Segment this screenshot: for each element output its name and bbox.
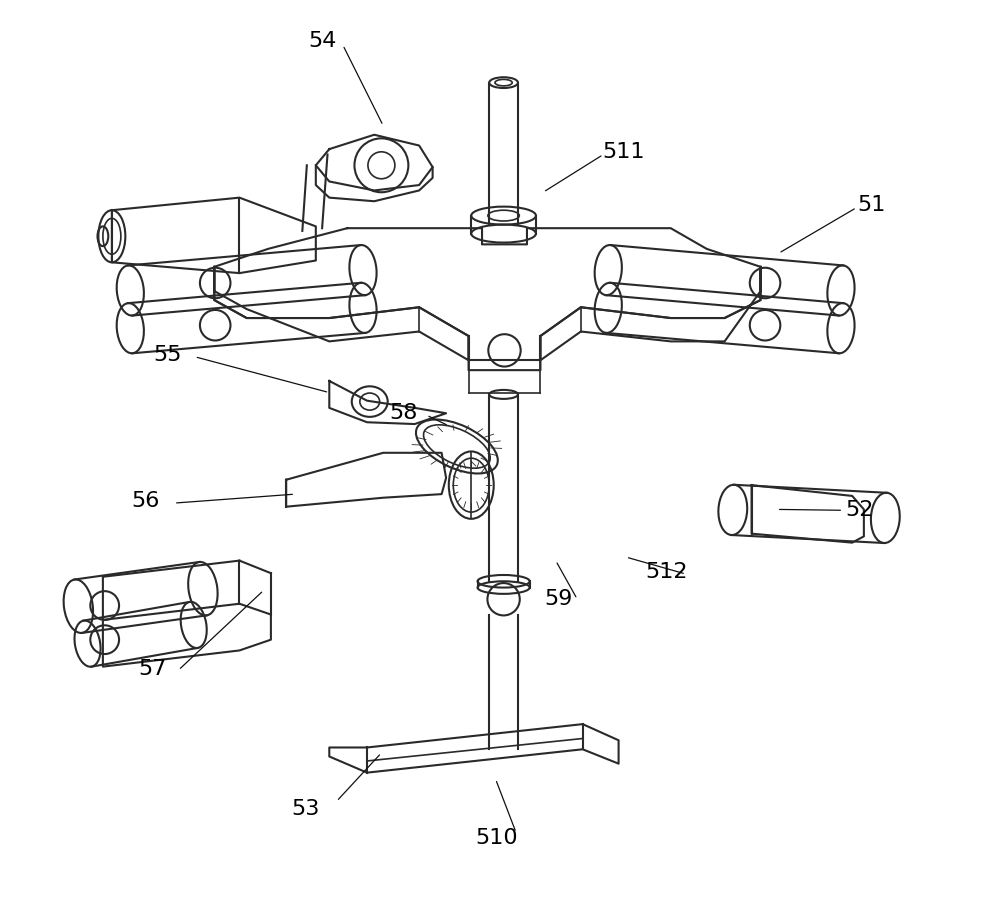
Text: 53: 53 (291, 797, 319, 818)
Text: 512: 512 (645, 562, 687, 582)
Text: 52: 52 (845, 499, 874, 519)
Text: 54: 54 (308, 31, 336, 51)
Text: 56: 56 (131, 491, 159, 511)
Text: 511: 511 (602, 142, 644, 162)
Text: 58: 58 (390, 403, 418, 423)
Text: 59: 59 (544, 589, 573, 609)
Text: 55: 55 (153, 345, 182, 365)
Text: 57: 57 (138, 658, 166, 679)
Text: 510: 510 (475, 827, 518, 847)
Text: 51: 51 (857, 195, 885, 215)
